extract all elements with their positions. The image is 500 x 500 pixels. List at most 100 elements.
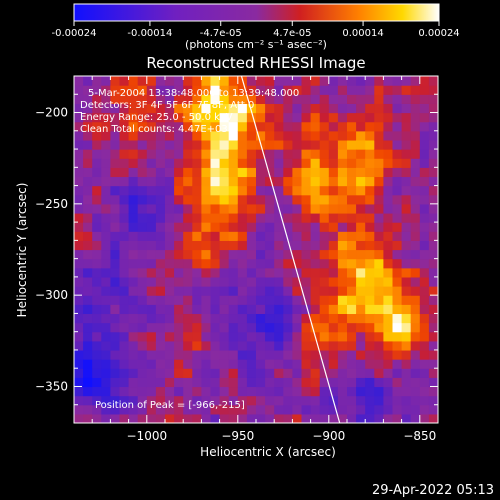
heatmap-cell [210, 222, 221, 232]
heatmap-cell [165, 240, 175, 251]
heatmap-cell [128, 304, 139, 315]
heatmap-cell [119, 368, 130, 378]
heatmap-cell [256, 386, 266, 397]
heatmap-cell [246, 176, 257, 187]
heatmap-cell [428, 322, 438, 333]
heatmap-cell [146, 295, 157, 305]
heatmap-cell [392, 194, 403, 205]
heatmap-cell [74, 194, 84, 205]
heatmap-cell [419, 176, 430, 187]
heatmap-cell [292, 359, 303, 369]
heatmap-cell [174, 130, 184, 141]
heatmap-cell [183, 112, 193, 123]
info-clean-counts: Clean Total counts: 4.47E+03 [80, 124, 228, 135]
heatmap-cell [301, 167, 312, 178]
heatmap-cell [410, 276, 421, 287]
heatmap-cell [265, 413, 275, 423]
heatmap-cell [83, 167, 93, 178]
heatmap-cell [201, 85, 212, 95]
heatmap-cell [110, 240, 121, 251]
heatmap-cell [292, 349, 303, 360]
heatmap-cell [337, 149, 348, 159]
heatmap-cell [283, 395, 293, 406]
heatmap-cell [74, 304, 84, 315]
heatmap-cell [128, 267, 139, 278]
heatmap-cell [155, 85, 166, 95]
heatmap-cell [428, 395, 438, 406]
heatmap-cell [110, 149, 121, 159]
heatmap-cell [256, 295, 266, 305]
heatmap-cell [383, 386, 394, 397]
heatmap-cell [256, 349, 266, 360]
heatmap-cell [165, 158, 175, 168]
heatmap-cell [365, 249, 375, 260]
heatmap-cell [101, 286, 111, 296]
heatmap-cell [265, 377, 275, 388]
heatmap-cell [392, 340, 403, 351]
heatmap-cell [183, 185, 193, 196]
heatmap-cell [83, 231, 93, 241]
heatmap-cell [228, 331, 239, 342]
heatmap-cell [310, 121, 321, 132]
heatmap-cell [174, 167, 184, 178]
heatmap-cell [337, 276, 348, 287]
heatmap-cell [119, 304, 130, 315]
heatmap-cell [383, 185, 394, 196]
heatmap-cell [310, 377, 321, 388]
heatmap-cell [274, 295, 284, 305]
heatmap-cell [74, 286, 84, 296]
heatmap-cell [356, 276, 366, 287]
heatmap-cell [183, 240, 193, 251]
heatmap-cell [101, 231, 111, 241]
heatmap-cell [128, 212, 139, 223]
heatmap-cell [146, 249, 157, 260]
heatmap-cell [383, 222, 394, 232]
heatmap-cell [265, 185, 275, 196]
heatmap-cell [155, 276, 166, 287]
heatmap-cell [74, 139, 84, 150]
heatmap-cell [165, 304, 175, 315]
heatmap-cell [292, 222, 303, 232]
heatmap-cell [83, 404, 93, 415]
heatmap-cell [174, 76, 184, 86]
heatmap-cell [110, 212, 121, 223]
heatmap-cell [165, 313, 175, 324]
heatmap-cell [410, 212, 421, 223]
heatmap-cell [92, 130, 102, 141]
heatmap-cell [256, 185, 266, 196]
heatmap-cell [347, 176, 357, 187]
heatmap-cell [356, 85, 366, 95]
heatmap-cell [165, 130, 175, 141]
heatmap-cell [374, 203, 384, 214]
heatmap-cell [428, 203, 438, 214]
heatmap-cell [228, 377, 239, 388]
heatmap-cell [365, 94, 375, 104]
heatmap-cell [265, 304, 275, 315]
heatmap-cell [392, 304, 403, 315]
heatmap-cell [237, 295, 248, 305]
heatmap-cell [137, 249, 148, 260]
heatmap-cell [246, 258, 257, 269]
heatmap-cell [201, 185, 212, 196]
heatmap-cell [319, 130, 330, 141]
heatmap-cell [92, 158, 102, 168]
heatmap-cell [328, 176, 339, 187]
heatmap-cell [237, 313, 248, 324]
heatmap-cell [337, 359, 348, 369]
heatmap-cell [256, 167, 266, 178]
heatmap-cell [374, 194, 384, 205]
heatmap-cell [337, 94, 348, 104]
heatmap-cell [219, 304, 230, 315]
heatmap-cell [110, 395, 121, 406]
heatmap-cell [383, 149, 394, 159]
heatmap-cell [319, 377, 330, 388]
heatmap-cell [83, 212, 93, 223]
heatmap-cell [410, 185, 421, 196]
heatmap-cell [292, 286, 303, 296]
heatmap-cell [419, 295, 430, 305]
heatmap-cell [419, 331, 430, 342]
heatmap-cell [228, 413, 239, 423]
heatmap-cell [165, 404, 175, 415]
heatmap-cell [210, 185, 221, 196]
heatmap-cell [365, 377, 375, 388]
